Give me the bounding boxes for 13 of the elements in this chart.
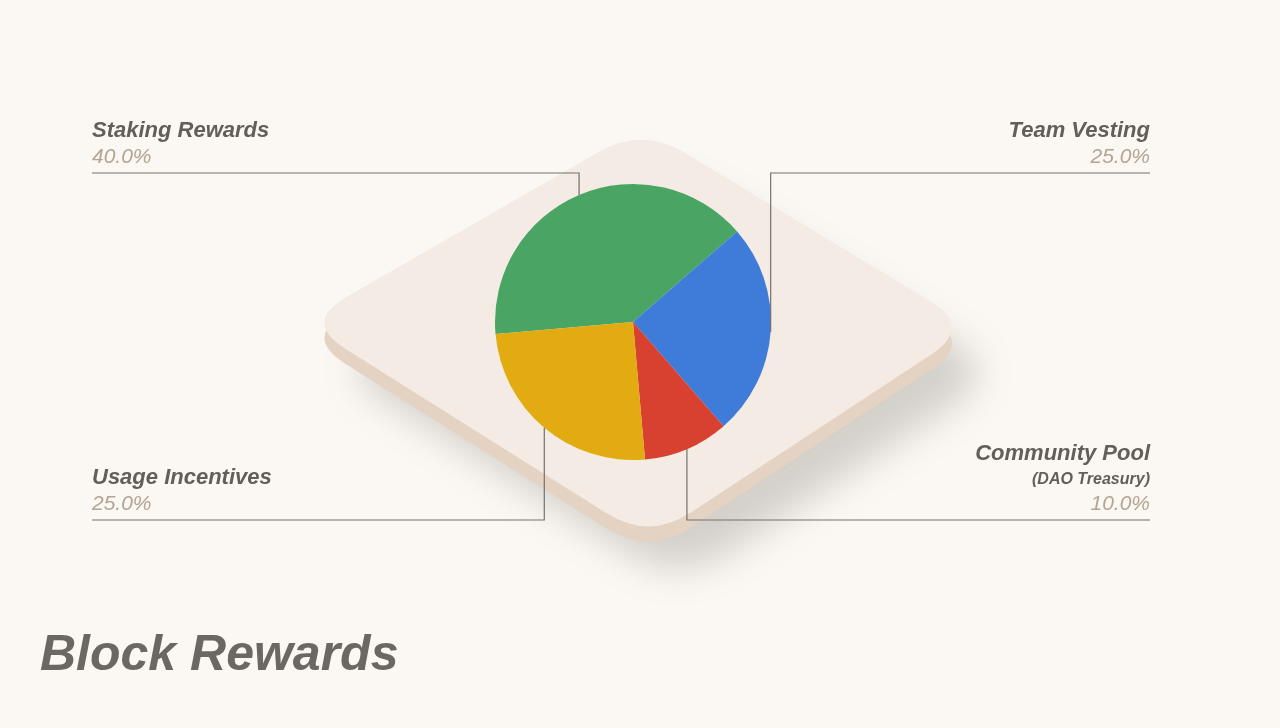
pie-slice [633, 231, 771, 427]
data-label: 10.0% [1090, 491, 1150, 514]
slice-label: Team Vesting [1008, 117, 1151, 142]
pie-slice [633, 322, 724, 460]
slice-label: Usage Incentives [92, 464, 272, 489]
pie-slice [495, 322, 646, 460]
data-label: 25.0% [91, 491, 152, 514]
data-label: 40.0% [92, 144, 152, 167]
slice-label: Staking Rewards [92, 117, 270, 142]
data-label: 25.0% [1089, 144, 1150, 167]
pie-slice [495, 184, 738, 335]
text: Block Rewards [40, 625, 399, 681]
slice-label: Community Pool (DAO Treasury) [975, 440, 1151, 487]
